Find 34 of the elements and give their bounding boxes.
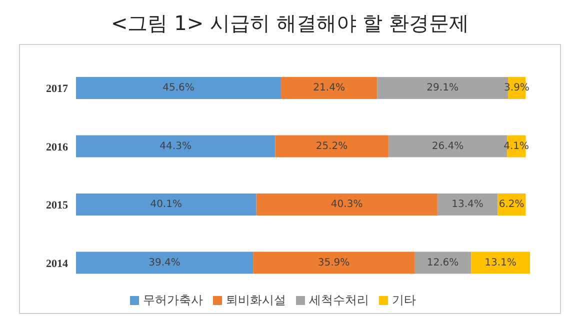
bar	[414, 252, 472, 274]
legend-label: 퇴비화시설	[226, 293, 286, 307]
y-tick-label: 2015	[46, 200, 68, 212]
data-label: 12.6%	[426, 257, 459, 268]
data-label: 13.1%	[484, 257, 516, 268]
legend-label: 무허가축사	[143, 293, 203, 307]
bar	[275, 135, 388, 158]
bar	[471, 252, 530, 274]
bar	[437, 194, 498, 216]
bar	[76, 194, 256, 216]
chart-title: <그림 1> 시급히 해결해야 할 환경문제	[110, 10, 470, 37]
data-label: 21.4%	[313, 82, 345, 94]
data-label: 6.2%	[498, 199, 524, 210]
legend-label: 기타	[392, 293, 416, 307]
bar	[253, 252, 414, 274]
bar	[76, 135, 276, 158]
y-tick-label: 2014	[46, 258, 68, 270]
data-label: 13.4%	[452, 199, 484, 210]
data-label: 35.9%	[318, 257, 350, 268]
y-tick-label: 2017	[46, 83, 68, 96]
bar	[76, 77, 281, 99]
data-label: 25.2%	[316, 140, 348, 152]
data-label: 29.1%	[426, 82, 458, 94]
data-label: 26.4%	[432, 140, 464, 152]
data-label: 39.4%	[148, 257, 180, 268]
data-label: 40.1%	[150, 199, 182, 210]
bar	[280, 77, 378, 99]
data-label: 44.3%	[160, 140, 192, 152]
y-tick-label: 2016	[46, 141, 68, 154]
data-label: 45.6%	[162, 82, 194, 94]
data-label: 40.3%	[330, 199, 363, 210]
bar	[76, 252, 254, 274]
legend-label: 세척수처리	[309, 293, 369, 307]
bar	[256, 194, 438, 216]
